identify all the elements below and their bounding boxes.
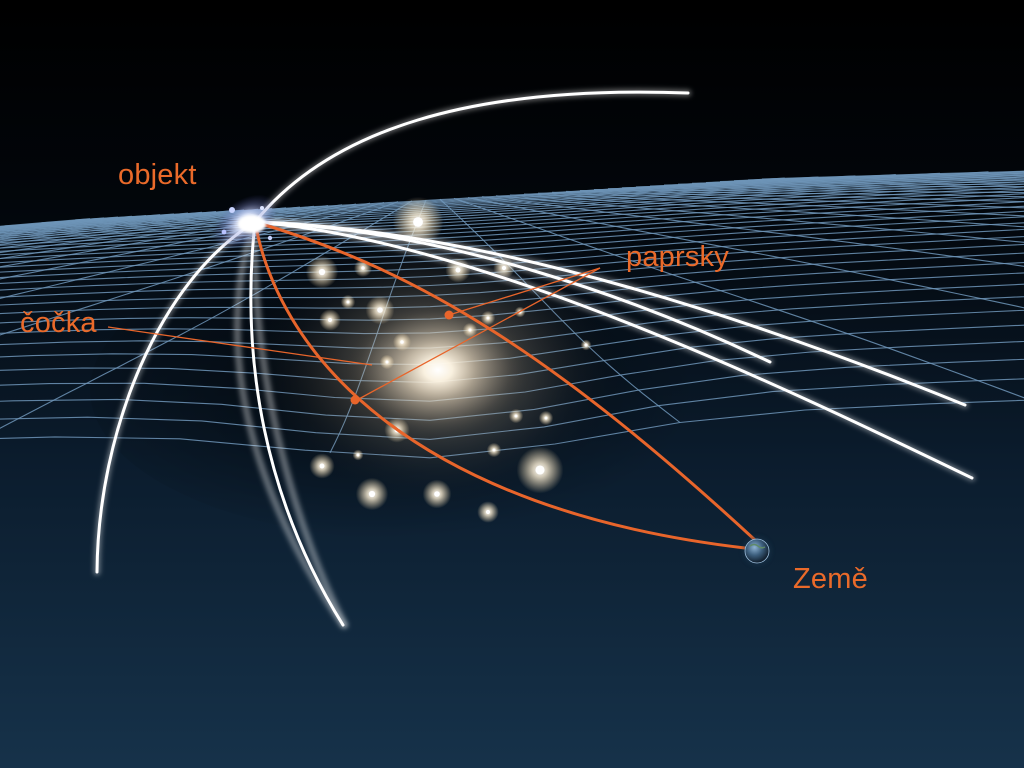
- light-ray: [249, 220, 345, 627]
- highlighted-ray-upper: [253, 220, 757, 542]
- light-rays: [93, 88, 976, 629]
- grid-line: [537, 192, 1024, 209]
- grid-line: [761, 170, 1024, 180]
- earth-label: Země: [793, 563, 868, 595]
- grid-line: [523, 193, 1024, 217]
- cluster-star-core: [318, 268, 326, 276]
- ray-marker-upper: [444, 310, 454, 320]
- cluster-star-core: [377, 307, 383, 313]
- grid-line: [0, 207, 273, 240]
- cluster-star-core: [455, 267, 461, 273]
- cluster-star-core: [486, 316, 490, 320]
- highlighted-rays: [253, 220, 757, 550]
- grid-line: [467, 197, 1024, 309]
- cluster-star-core: [413, 217, 423, 227]
- cluster-star-core: [319, 463, 325, 469]
- cluster-star-core: [361, 266, 365, 270]
- cluster-star-core: [492, 448, 496, 452]
- grid-line: [663, 178, 1024, 186]
- lens-core-glow: [343, 298, 533, 442]
- rays-label: paprsky: [626, 241, 729, 273]
- cluster-star-core: [327, 317, 333, 323]
- grid-line: [0, 211, 217, 234]
- grid-line: [593, 188, 1024, 191]
- grid-line: [635, 181, 1024, 188]
- grid-line: [733, 172, 1024, 182]
- grid-line: [0, 212, 189, 232]
- object-label: objekt: [118, 159, 197, 191]
- cluster-star-core: [535, 465, 545, 475]
- cluster-star-core: [501, 265, 507, 271]
- grid-line: [509, 194, 1024, 228]
- grid-line: [621, 183, 1024, 189]
- light-ray: [253, 90, 690, 224]
- grid-line: [0, 202, 371, 280]
- grid-line: [705, 174, 1024, 184]
- cluster-star-core: [368, 490, 376, 498]
- cluster-star-core: [400, 340, 404, 344]
- cluster-star-core: [356, 453, 360, 457]
- grid-line: [0, 211, 203, 233]
- cluster-star-core: [468, 328, 472, 332]
- lens-leader: [107, 326, 373, 366]
- grid-line: [607, 185, 1024, 190]
- cluster-star-core: [385, 360, 389, 364]
- grid-line: [0, 201, 399, 336]
- grid-line: [0, 206, 301, 246]
- grid-line: [677, 176, 1024, 185]
- earth: [743, 537, 771, 565]
- grid-line: [0, 207, 287, 243]
- grid-line: [0, 203, 357, 268]
- grid-line: [551, 191, 1024, 203]
- cluster-star-core: [544, 416, 548, 420]
- grid-line: [747, 171, 1024, 181]
- grid-line: [580, 189, 1024, 194]
- grid-line: [649, 179, 1024, 187]
- grid-line: [0, 201, 385, 299]
- grid-line: [453, 197, 1024, 399]
- cluster-star-core: [346, 300, 350, 304]
- grid-line: [495, 195, 1024, 243]
- rays-leader-upper: [448, 267, 601, 316]
- light-ray: [95, 220, 257, 574]
- grid-line: [0, 208, 259, 238]
- rays-leader-lower: [356, 267, 601, 401]
- grid-line: [719, 173, 1024, 183]
- label-leader-lines: [107, 267, 601, 401]
- grid-line: [0, 210, 231, 235]
- grid-line: [691, 175, 1024, 184]
- cluster-star-core: [584, 343, 588, 347]
- cluster-star-core: [485, 509, 491, 515]
- cluster-star-core: [514, 414, 518, 418]
- light-ray: [253, 220, 967, 407]
- source-galaxy: [212, 194, 278, 250]
- lens-label: čočka: [20, 307, 97, 339]
- ray-marker-lower: [350, 395, 360, 405]
- light-ray: [253, 220, 974, 480]
- grid-line: [481, 196, 1024, 267]
- grid-line: [565, 190, 1024, 198]
- grid-line: [0, 204, 343, 260]
- cluster-star-core: [434, 491, 440, 497]
- highlighted-ray-lower: [253, 220, 747, 550]
- lens-cluster: [245, 196, 625, 523]
